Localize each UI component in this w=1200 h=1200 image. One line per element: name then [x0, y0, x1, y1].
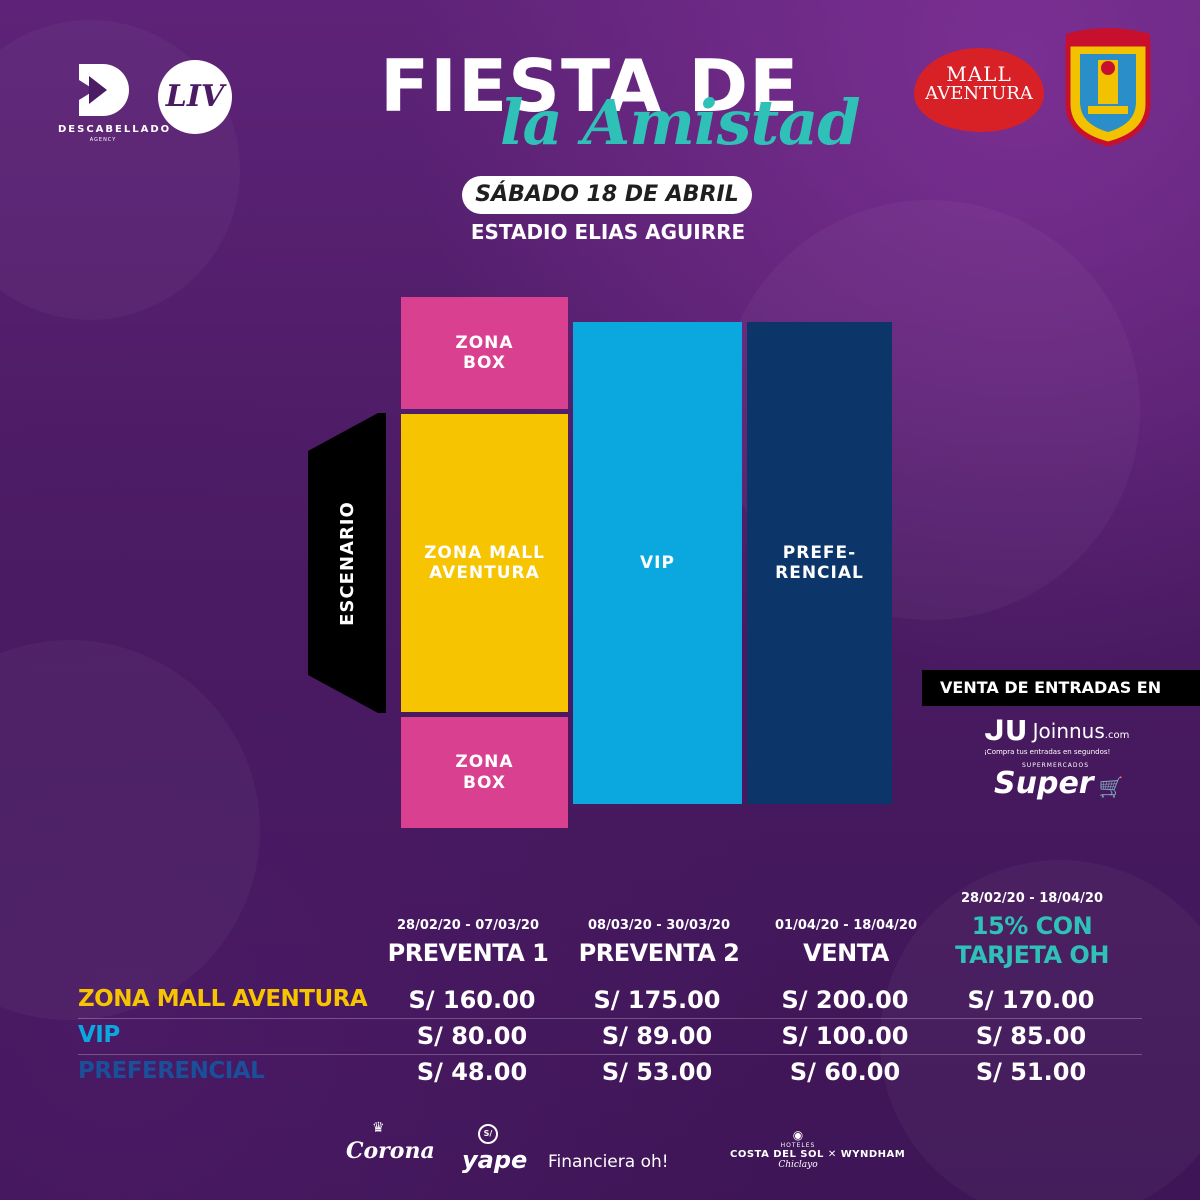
stage-label-wrap: ESCENARIO — [308, 413, 386, 713]
mall-aventura-line1: MALL — [946, 62, 1012, 86]
price-vip-venta: S/ 100.00 — [781, 1022, 909, 1050]
price-pref-tarjeta-oh: S/ 51.00 — [975, 1058, 1087, 1086]
costa-del-sol-logo: ◉ HOTELES COSTA DEL SOL ✕ WYNDHAM Chicla… — [730, 1128, 906, 1170]
joinnus-mark-icon: ᒍU — [984, 714, 1028, 747]
zone-pref-line1: PREFE- — [782, 542, 857, 563]
chiclayo-shield-icon — [1065, 28, 1151, 146]
costa-hoteles: HOTELES — [780, 1142, 816, 1149]
col-dates: 28/02/20 - 07/03/20 — [397, 918, 539, 933]
descabellado-subtext: AGENCY — [89, 137, 117, 143]
col-dates: 08/03/20 - 30/03/20 — [588, 918, 730, 933]
price-vip-tarjeta-oh: S/ 85.00 — [975, 1022, 1087, 1050]
mall-aventura-logo: MALL AVENTURA — [914, 48, 1044, 132]
price-col-preventa1: 28/02/20 - 07/03/20 PREVENTA 1 — [380, 918, 556, 967]
descabellado-logo: DESCABELLADO AGENCY — [58, 60, 172, 143]
mall-aventura-line2: AVENTURA — [925, 83, 1033, 104]
shopping-cart-icon: 🛒 — [1098, 775, 1124, 799]
row-divider — [78, 1054, 1142, 1055]
yape-logo: yape — [462, 1146, 528, 1174]
costa-name: COSTA DEL SOL ✕ WYNDHAM — [730, 1149, 906, 1160]
price-mall-preventa2: S/ 175.00 — [593, 986, 721, 1014]
price-pref-venta: S/ 60.00 — [789, 1058, 901, 1086]
super-name: Super — [994, 766, 1094, 801]
costa-del-sol-icon: ◉ — [792, 1128, 804, 1142]
yape-mark-icon: S/ — [478, 1124, 498, 1144]
col-name: VENTA — [803, 939, 889, 967]
liv-logo: LIV — [158, 60, 232, 134]
price-mall-preventa1: S/ 160.00 — [408, 986, 536, 1014]
corona-crown-icon: ♛ — [372, 1120, 385, 1136]
zone-preferencial[interactable]: PREFE- RENCIAL — [747, 322, 892, 804]
zone-mall-line1: ZONA MALL — [424, 542, 545, 563]
joinnus-name: Joinnus.com — [1032, 718, 1130, 743]
col-name: 15% CON TARJETA OH — [955, 912, 1109, 969]
price-mall-venta: S/ 200.00 — [781, 986, 909, 1014]
price-mall-tarjeta-oh: S/ 170.00 — [967, 986, 1095, 1014]
stage-shape — [308, 413, 386, 713]
zone-vip-label: VIP — [640, 552, 675, 573]
price-col-preventa2: 08/03/20 - 30/03/20 PREVENTA 2 — [570, 918, 748, 967]
zone-mall-aventura[interactable]: ZONA MALL AVENTURA — [401, 414, 568, 712]
event-title-line1: FIESTA DE — [380, 44, 800, 128]
play-d-icon — [79, 64, 129, 116]
col-name: PREVENTA 2 — [578, 939, 740, 967]
price-pref-preventa1: S/ 48.00 — [416, 1058, 528, 1086]
zone-box-bottom[interactable]: ZONA BOX — [401, 717, 568, 828]
joinnus-logo[interactable]: ᒍU Joinnus.com ¡Compra tus entradas en s… — [984, 714, 1134, 756]
price-row-label-vip: VIP — [78, 1022, 120, 1048]
col-dates: 28/02/20 - 18/04/20 — [961, 891, 1103, 906]
event-date: SÁBADO 18 DE ABRIL — [462, 176, 752, 214]
zone-box-top-line2: BOX — [463, 353, 506, 373]
joinnus-tagline: ¡Compra tus entradas en segundos! — [984, 748, 1111, 756]
col-name: PREVENTA 1 — [387, 939, 549, 967]
event-venue: ESTADIO ELIAS AGUIRRE — [470, 220, 746, 244]
zone-box-top[interactable]: ZONA BOX — [401, 297, 568, 409]
row-divider — [78, 1018, 1142, 1019]
corona-logo: Corona — [346, 1138, 435, 1164]
zone-box-top-line1: ZONA — [455, 332, 514, 353]
zone-mall-line2: AVENTURA — [429, 563, 540, 583]
price-row-label-preferencial: PREFERENCIAL — [78, 1058, 265, 1084]
financiera-oh-logo: Financiera oh! — [548, 1152, 669, 1172]
price-row-label-mall: ZONA MALL AVENTURA — [78, 986, 368, 1012]
zone-pref-line2: RENCIAL — [775, 563, 864, 583]
price-pref-preventa2: S/ 53.00 — [601, 1058, 713, 1086]
zone-box-bottom-line2: BOX — [463, 772, 506, 793]
super-subtitle: SUPERMERCADOS — [1022, 762, 1090, 769]
price-col-tarjeta-oh: 28/02/20 - 18/04/20 15% CON TARJETA OH — [944, 891, 1120, 970]
event-title-line2: la Amistad — [500, 86, 861, 159]
zone-vip[interactable]: VIP — [573, 322, 742, 804]
supermercados-super-logo[interactable]: SUPERMERCADOS Super 🛒 — [994, 762, 1124, 799]
zone-box-bottom-line1: ZONA — [455, 752, 514, 773]
price-vip-preventa2: S/ 89.00 — [601, 1022, 713, 1050]
stage-label: ESCENARIO — [336, 500, 358, 626]
price-vip-preventa1: S/ 80.00 — [416, 1022, 528, 1050]
price-col-venta: 01/04/20 - 18/04/20 VENTA — [760, 918, 932, 967]
descabellado-text: DESCABELLADO — [58, 124, 172, 135]
costa-city: Chiclayo — [778, 1160, 818, 1170]
background-bubble — [0, 640, 260, 1020]
ticket-sales-banner: VENTA DE ENTRADAS EN — [922, 670, 1200, 706]
col-dates: 01/04/20 - 18/04/20 — [775, 918, 917, 933]
